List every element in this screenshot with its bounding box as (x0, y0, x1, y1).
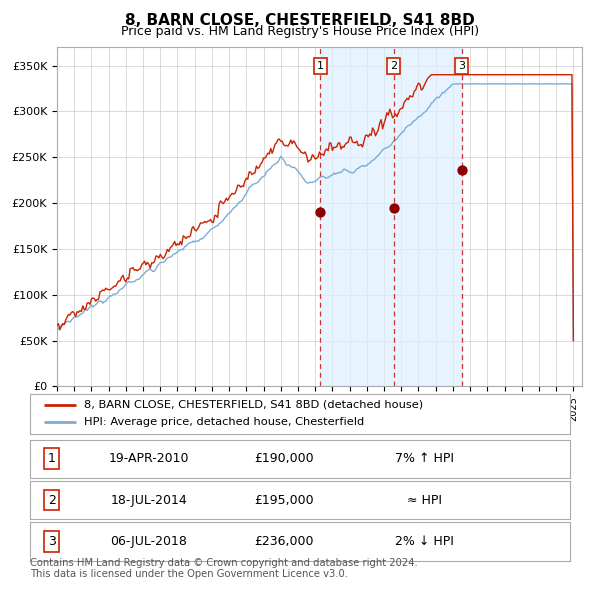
Text: 1: 1 (47, 452, 56, 466)
Text: 3: 3 (47, 535, 56, 548)
Bar (320, 47, 461, 386)
Text: 3: 3 (458, 61, 465, 71)
Text: 2: 2 (47, 493, 56, 507)
Point (457, 165, 466, 175)
Text: £195,000: £195,000 (254, 493, 314, 507)
Text: 2% ↓ HPI: 2% ↓ HPI (395, 535, 454, 548)
Text: Price paid vs. HM Land Registry's House Price Index (HPI): Price paid vs. HM Land Registry's House … (121, 25, 479, 38)
Text: 06-JUL-2018: 06-JUL-2018 (110, 535, 187, 548)
Text: HPI: Average price, detached house, Chesterfield: HPI: Average price, detached house, Ches… (84, 417, 364, 427)
Text: 7% ↑ HPI: 7% ↑ HPI (395, 452, 454, 466)
Text: Contains HM Land Registry data © Crown copyright and database right 2024.
This d: Contains HM Land Registry data © Crown c… (30, 558, 418, 579)
Text: 19-APR-2010: 19-APR-2010 (109, 452, 189, 466)
Text: 1: 1 (317, 61, 324, 71)
Text: 8, BARN CLOSE, CHESTERFIELD, S41 8BD: 8, BARN CLOSE, CHESTERFIELD, S41 8BD (125, 13, 475, 28)
Text: £236,000: £236,000 (254, 535, 314, 548)
Point (316, 208, 325, 217)
Text: 2: 2 (390, 61, 397, 71)
Text: 18-JUL-2014: 18-JUL-2014 (110, 493, 187, 507)
Text: £190,000: £190,000 (254, 452, 314, 466)
Text: 8, BARN CLOSE, CHESTERFIELD, S41 8BD (detached house): 8, BARN CLOSE, CHESTERFIELD, S41 8BD (de… (84, 400, 423, 410)
Text: ≈ HPI: ≈ HPI (407, 493, 442, 507)
Point (389, 203, 398, 212)
